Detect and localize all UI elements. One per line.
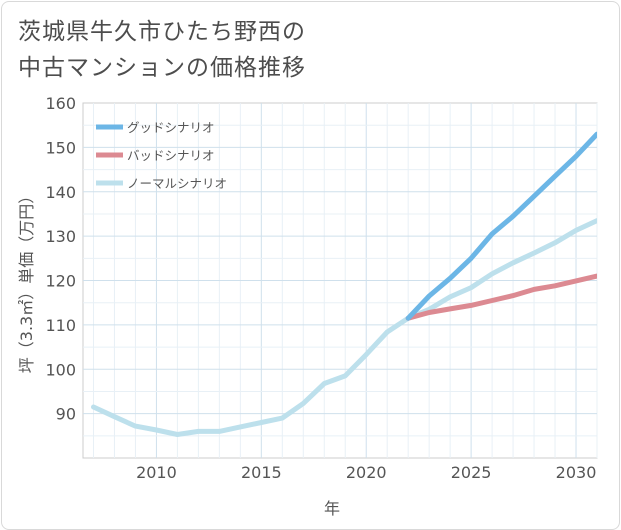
y-tick-label: 160 — [45, 94, 76, 113]
y-tick-label: 100 — [45, 360, 76, 379]
x-tick-label: 2020 — [346, 463, 387, 482]
y-tick-label: 90 — [56, 405, 76, 424]
y-tick-label: 120 — [45, 272, 76, 291]
y-axis-title: 坪（3.3㎡）単価（万円） — [17, 188, 36, 373]
y-tick-label: 110 — [45, 316, 76, 335]
legend-label: ノーマルシナリオ — [127, 176, 227, 191]
x-tick-label: 2015 — [241, 463, 282, 482]
y-tick-label: 130 — [45, 227, 76, 246]
series-line — [91, 218, 597, 437]
x-tick-label: 2030 — [556, 463, 597, 482]
x-axis-title: 年 — [324, 499, 340, 518]
x-tick-label: 2010 — [136, 463, 177, 482]
series-lines — [91, 131, 597, 437]
series-line — [405, 131, 597, 321]
grid — [82, 102, 598, 459]
chart-title-line-2: 中古マンションの価格推移 — [18, 55, 306, 81]
chart-title: 茨城県牛久市ひたち野西の 中古マンションの価格推移 — [18, 14, 306, 86]
tick-labels: 2010 2015 2020 2025 2030 90 100 110 120 130 140 150… — [45, 94, 596, 482]
legend-label: グッドシナリオ — [127, 120, 215, 135]
chart-title-line-1: 茨城県牛久市ひたち野西の — [18, 19, 306, 45]
series-line — [405, 273, 597, 321]
y-tick-label: 140 — [45, 183, 76, 202]
legend-label: バッドシナリオ — [127, 148, 215, 163]
x-tick-label: 2025 — [451, 463, 492, 482]
y-tick-label: 150 — [45, 138, 76, 157]
